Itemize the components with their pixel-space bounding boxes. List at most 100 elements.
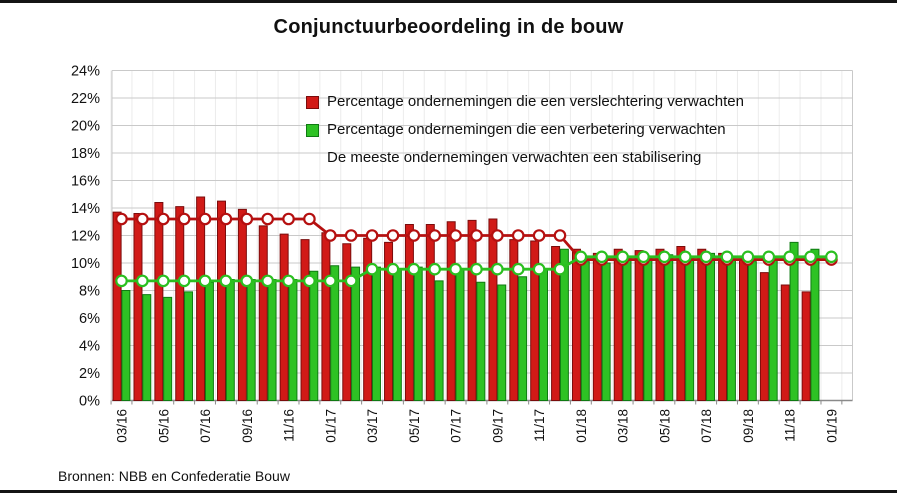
trend-line-verbetering-marker	[658, 250, 671, 264]
trend-line-verslechtering-marker	[428, 229, 441, 242]
trend-line-verbetering-marker	[595, 250, 609, 264]
trend-line-verbetering-marker	[219, 274, 233, 288]
svg-text:03/18: 03/18	[616, 409, 631, 443]
svg-text:05/16: 05/16	[156, 409, 171, 443]
trend-line-verbetering-marker	[136, 274, 149, 288]
trend-line-verbetering-marker	[553, 262, 567, 276]
trend-line-verbetering-marker	[762, 250, 776, 264]
trend-line-verslechtering-marker	[303, 212, 316, 226]
svg-text:11/17: 11/17	[532, 409, 547, 442]
trend-line-verbetering-marker	[365, 262, 379, 276]
trend-line-verbetering-marker	[386, 262, 400, 276]
trend-line-verbetering-marker	[449, 262, 462, 276]
svg-text:10%: 10%	[71, 256, 100, 272]
legend-note-stabilisering: De meeste ondernemingen verwachten een s…	[327, 149, 702, 166]
trend-line-verslechtering-marker	[491, 229, 504, 242]
trend-line-verbetering-marker	[720, 250, 734, 264]
trend-line-verbetering-marker	[825, 250, 838, 264]
svg-text:24%: 24%	[71, 64, 100, 80]
bars-verbetering	[121, 241, 820, 401]
svg-text:07/17: 07/17	[449, 409, 464, 443]
trend-line-verslechtering-marker	[449, 229, 462, 242]
bottom-border-line	[0, 490, 897, 493]
trend-line-verbetering-marker	[511, 262, 525, 276]
trend-line-verslechtering-marker	[365, 229, 379, 242]
trend-line-verslechtering-marker	[323, 229, 337, 242]
trend-line-verslechtering-marker	[386, 229, 400, 242]
svg-text:01/18: 01/18	[574, 409, 589, 443]
trend-line-verslechtering-marker	[511, 229, 525, 242]
source-note: Bronnen: NBB en Confederatie Bouw	[58, 468, 290, 484]
trend-line-verbetering-marker	[491, 262, 504, 276]
trend-line-verbetering-marker	[532, 262, 546, 276]
trend-line-verbetering-marker	[637, 250, 650, 264]
trend-line-verbetering-marker	[783, 250, 796, 264]
trend-line-verslechtering-marker	[344, 229, 358, 242]
chart-legend: Percentage ondernemingen die een verslec…	[306, 88, 744, 172]
trend-line-verbetering-marker	[574, 250, 588, 264]
legend-item-verbetering: Percentage ondernemingen die een verbete…	[306, 116, 744, 144]
trend-line-verbetering-marker	[261, 274, 274, 288]
trend-line-verbetering-marker	[177, 274, 191, 288]
chart-title: Conjunctuurbeoordeling in de bouw	[273, 16, 624, 38]
svg-text:16%: 16%	[71, 174, 100, 190]
svg-text:03/17: 03/17	[365, 409, 380, 443]
x-axis	[110, 399, 853, 405]
trend-line-verslechtering-marker	[261, 212, 274, 226]
trend-line-verslechtering-marker	[115, 212, 128, 226]
legend-label-verslechtering: Percentage ondernemingen die een verslec…	[327, 93, 744, 110]
legend-item-stabilisering: De meeste ondernemingen verwachten een s…	[306, 144, 744, 172]
svg-text:11/18: 11/18	[783, 409, 798, 442]
svg-text:01/19: 01/19	[824, 409, 839, 443]
svg-text:8%: 8%	[79, 284, 100, 300]
svg-text:05/17: 05/17	[407, 409, 422, 443]
legend-item-verslechtering: Percentage ondernemingen die een verslec…	[306, 88, 744, 116]
x-axis-labels: 03/16 05/16 07/16 09/16 11/16 01/17 03/17 05/17…	[115, 409, 840, 443]
trend-line-verslechtering-marker	[177, 212, 191, 226]
svg-text:03/16: 03/16	[115, 409, 130, 443]
trend-line-verbetering-marker	[804, 250, 817, 264]
svg-text:0%: 0%	[79, 394, 100, 410]
trend-line-verslechtering-marker	[282, 212, 295, 226]
trend-line-verslechtering-marker	[470, 229, 483, 242]
trend-line-verbetering-marker	[282, 274, 295, 288]
svg-text:09/17: 09/17	[490, 409, 505, 443]
top-border-line	[0, 0, 897, 3]
trend-line-verslechtering-marker	[532, 229, 546, 242]
trend-line-verbetering-marker	[616, 250, 629, 264]
svg-text:4%: 4%	[79, 339, 100, 355]
trend-line-verslechtering-marker	[407, 229, 421, 242]
svg-text:01/17: 01/17	[323, 409, 338, 443]
svg-text:07/18: 07/18	[699, 409, 714, 443]
trend-line-verbetering-marker	[323, 274, 337, 288]
svg-text:05/18: 05/18	[657, 409, 672, 443]
trend-line-verbetering-marker	[198, 274, 212, 288]
trend-line-verbetering	[115, 250, 838, 288]
trend-line-verslechtering-marker	[156, 212, 170, 226]
trend-line-verbetering-marker	[741, 250, 755, 264]
trend-line-verbetering-marker	[303, 274, 316, 288]
trend-line-verbetering-marker	[407, 262, 421, 276]
svg-text:11/16: 11/16	[282, 409, 297, 442]
svg-text:20%: 20%	[71, 119, 100, 135]
trend-line-verbetering-marker	[428, 262, 441, 276]
trend-line-verslechtering-marker	[240, 212, 254, 226]
green-series-swatch-icon	[306, 123, 319, 137]
trend-line-verbetering-marker	[115, 274, 128, 288]
trend-line-verslechtering-marker	[219, 212, 233, 226]
trend-line-verbetering-marker	[470, 262, 483, 276]
bars-verslechtering	[112, 196, 811, 401]
svg-text:18%: 18%	[71, 146, 100, 162]
svg-text:09/16: 09/16	[240, 409, 255, 443]
svg-text:6%: 6%	[79, 311, 100, 327]
trend-line-verslechtering-marker	[136, 212, 149, 226]
legend-label-verbetering: Percentage ondernemingen die een verbete…	[327, 121, 726, 138]
trend-line-verbetering-marker	[344, 274, 358, 288]
red-series-swatch-icon	[306, 95, 319, 109]
y-axis-labels: 0% 2% 4% 6% 8% 10% 12% 14% 16% 18% 20% 22% 24%	[71, 64, 100, 410]
trend-line-verbetering-marker	[240, 274, 254, 288]
svg-text:14%: 14%	[71, 201, 100, 217]
svg-text:22%: 22%	[71, 91, 100, 107]
trend-line-verbetering-marker	[678, 250, 692, 264]
